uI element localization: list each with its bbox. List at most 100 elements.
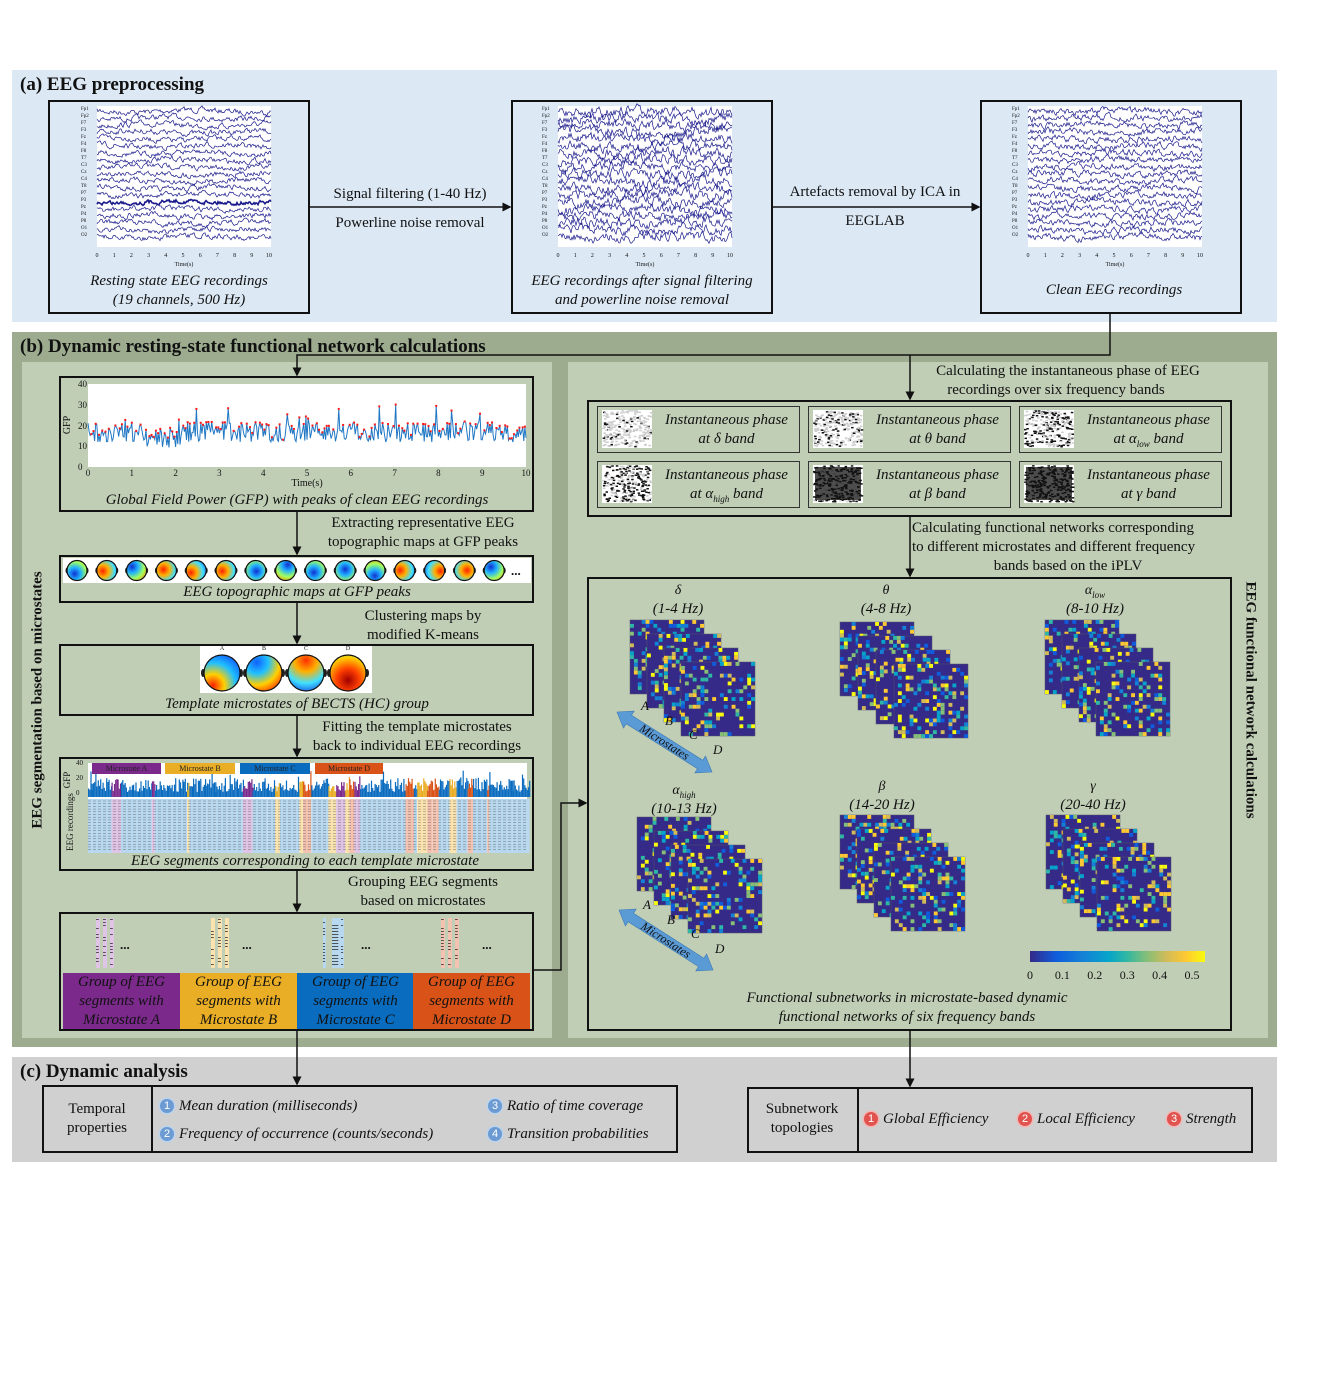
heatmap-cell bbox=[674, 634, 679, 638]
gfp-bar bbox=[91, 790, 93, 797]
gfp-bar bbox=[242, 788, 245, 797]
heatmap-cell bbox=[706, 845, 710, 849]
heatmap-cell bbox=[1143, 903, 1148, 908]
phase-dot bbox=[606, 424, 609, 426]
segment-band bbox=[427, 799, 433, 853]
phase-dot bbox=[1046, 410, 1050, 412]
phase-dot bbox=[626, 465, 630, 467]
heatmap-cell bbox=[1086, 659, 1091, 664]
phase-dot bbox=[1068, 434, 1071, 437]
gfp-bar bbox=[154, 784, 156, 797]
step-network-line2: to different microstates and different f… bbox=[912, 539, 1196, 555]
phase-dot bbox=[1038, 441, 1042, 443]
strip-dot bbox=[448, 958, 451, 959]
heatmap-cell bbox=[1103, 627, 1108, 632]
eeg-trace bbox=[557, 118, 733, 134]
phase-dot bbox=[608, 445, 612, 447]
gfp-peak bbox=[261, 423, 264, 426]
heatmap-cell bbox=[1049, 838, 1054, 843]
heatmap-cell bbox=[906, 822, 911, 827]
heatmap-cell bbox=[691, 866, 696, 871]
heatmap-cell bbox=[1053, 865, 1058, 870]
heatmap-cell bbox=[738, 882, 743, 887]
heatmap-cell bbox=[858, 686, 862, 691]
heatmap-cell bbox=[1151, 899, 1156, 904]
heatmap-cell bbox=[1134, 677, 1139, 682]
heatmap-cell bbox=[1062, 657, 1066, 662]
phase-dot bbox=[820, 429, 824, 431]
heatmap-cell bbox=[641, 666, 646, 671]
heatmap-cell bbox=[877, 901, 882, 906]
phase-dot bbox=[611, 489, 614, 491]
heatmap-cell bbox=[1155, 888, 1160, 893]
heatmap-cell bbox=[630, 651, 634, 656]
phase-dot bbox=[639, 420, 643, 423]
phase-dot bbox=[608, 421, 611, 423]
channel-label: F4 bbox=[542, 142, 548, 147]
heatmap-cell bbox=[881, 647, 886, 652]
gfp-bar bbox=[156, 785, 158, 797]
gfp-bar bbox=[358, 784, 360, 797]
strip-dot bbox=[211, 931, 214, 932]
gfp-bar bbox=[123, 784, 125, 797]
heatmap-cell bbox=[682, 907, 687, 912]
phase-dot bbox=[1029, 445, 1032, 448]
time-tick: 3 bbox=[608, 253, 612, 259]
heatmap-cell bbox=[843, 664, 848, 669]
heatmap-cell bbox=[873, 671, 878, 675]
heatmap-cell bbox=[1065, 661, 1070, 666]
phase-dot bbox=[1024, 428, 1027, 431]
phase-dot bbox=[829, 412, 832, 414]
strip-dot bbox=[96, 961, 99, 962]
phase-dot bbox=[640, 422, 643, 425]
heatmap-cell bbox=[1146, 685, 1151, 690]
eeg-trace bbox=[557, 209, 733, 222]
phase-dot bbox=[833, 443, 836, 445]
channel-label: P7 bbox=[1012, 191, 1018, 196]
heatmap-cell bbox=[1097, 923, 1101, 928]
phase-dot bbox=[615, 494, 618, 496]
heatmap-cell bbox=[688, 732, 693, 736]
heatmap-cell bbox=[684, 623, 689, 628]
heatmap-cell bbox=[934, 657, 939, 662]
phase-dot bbox=[813, 422, 816, 424]
heatmap-cell bbox=[840, 645, 844, 650]
gfp-peak bbox=[435, 404, 438, 407]
heatmap-cell bbox=[957, 927, 962, 931]
gfp-bar bbox=[265, 788, 267, 797]
heatmap-cell bbox=[1123, 693, 1128, 698]
phase-dot bbox=[829, 435, 833, 437]
time-tick: 8 bbox=[694, 253, 698, 259]
phase-dot bbox=[606, 441, 609, 443]
heatmap-cell bbox=[1135, 895, 1140, 900]
group-ellipsis: ... bbox=[482, 937, 492, 952]
heatmap-cell bbox=[1155, 919, 1160, 924]
phase-dot bbox=[1049, 421, 1053, 423]
phase-dot bbox=[1025, 442, 1029, 445]
heatmap-cell bbox=[746, 909, 751, 914]
gfp-bar bbox=[450, 785, 452, 797]
phase-dot bbox=[640, 494, 643, 497]
gfp-bar bbox=[519, 791, 521, 797]
phase-dot bbox=[615, 499, 618, 501]
heatmap-cell bbox=[674, 887, 679, 892]
segments-eeg-label: EEG recordings bbox=[65, 793, 75, 851]
phase-dot bbox=[609, 465, 612, 467]
heatmap-cell bbox=[944, 843, 948, 847]
heatmap-cell bbox=[674, 637, 679, 642]
heatmap-cell bbox=[711, 925, 716, 930]
channel-label: P4 bbox=[542, 212, 548, 217]
phase-dot bbox=[830, 445, 834, 447]
heatmap-cell bbox=[1117, 659, 1122, 664]
gfp-peak bbox=[438, 429, 441, 432]
eeg-trace bbox=[557, 145, 733, 163]
heatmap-cell bbox=[711, 905, 716, 910]
phase-dot bbox=[629, 490, 632, 493]
heatmap-cell bbox=[1116, 826, 1120, 831]
heatmap-cell bbox=[879, 700, 884, 705]
gfp-caption: Global Field Power (GFP) with peaks of c… bbox=[105, 492, 489, 508]
heatmap-cell bbox=[1078, 829, 1083, 833]
phase-dot bbox=[621, 484, 624, 487]
group-label-line: Group of EEG bbox=[78, 974, 165, 990]
segments-box bbox=[59, 757, 534, 871]
